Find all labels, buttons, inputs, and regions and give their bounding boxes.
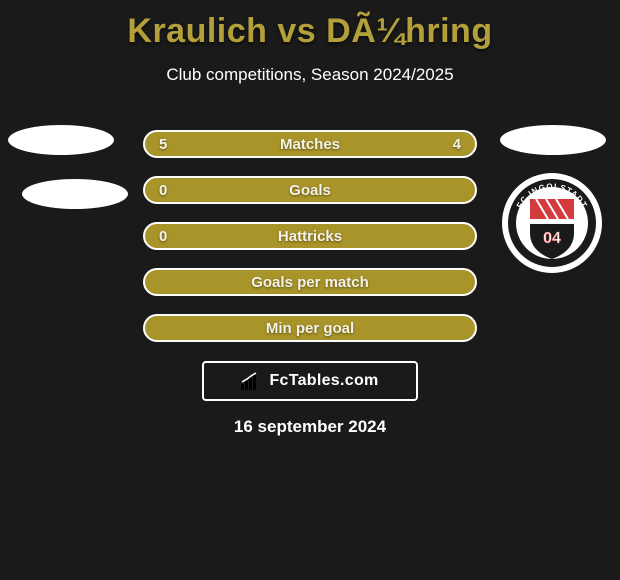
stat-label: Min per goal — [266, 320, 354, 337]
stat-value-right: 4 — [453, 136, 461, 153]
stat-row-matches: 5 Matches 4 — [0, 121, 620, 167]
brand-badge: FcTables.com — [202, 361, 418, 401]
stat-label: Goals per match — [251, 274, 369, 291]
stat-row-hattricks: 0 Hattricks — [0, 213, 620, 259]
stat-bar: Goals per match — [143, 268, 477, 296]
stat-row-goals: 0 Goals — [0, 167, 620, 213]
stat-row-min-per-goal: Min per goal — [0, 305, 620, 351]
stat-label: Hattricks — [278, 228, 342, 245]
stat-bar: Min per goal — [143, 314, 477, 342]
stat-bar: 0 Goals — [143, 176, 477, 204]
stat-bar: 0 Hattricks — [143, 222, 477, 250]
stat-value-left: 0 — [159, 182, 167, 199]
chart-icon — [241, 372, 263, 390]
date-text: 16 september 2024 — [0, 417, 620, 437]
stat-label: Matches — [280, 136, 340, 153]
page-title: Kraulich vs DÃ¼hring — [0, 0, 620, 51]
stat-value-left: 0 — [159, 228, 167, 245]
page-subtitle: Club competitions, Season 2024/2025 — [0, 65, 620, 85]
stat-value-left: 5 — [159, 136, 167, 153]
stat-row-goals-per-match: Goals per match — [0, 259, 620, 305]
stat-bar: 5 Matches 4 — [143, 130, 477, 158]
stat-label: Goals — [289, 182, 331, 199]
brand-text: FcTables.com — [269, 372, 378, 390]
stats-area: FC INGOLSTADT SCHANZER 04 5 Matches — [0, 121, 620, 351]
